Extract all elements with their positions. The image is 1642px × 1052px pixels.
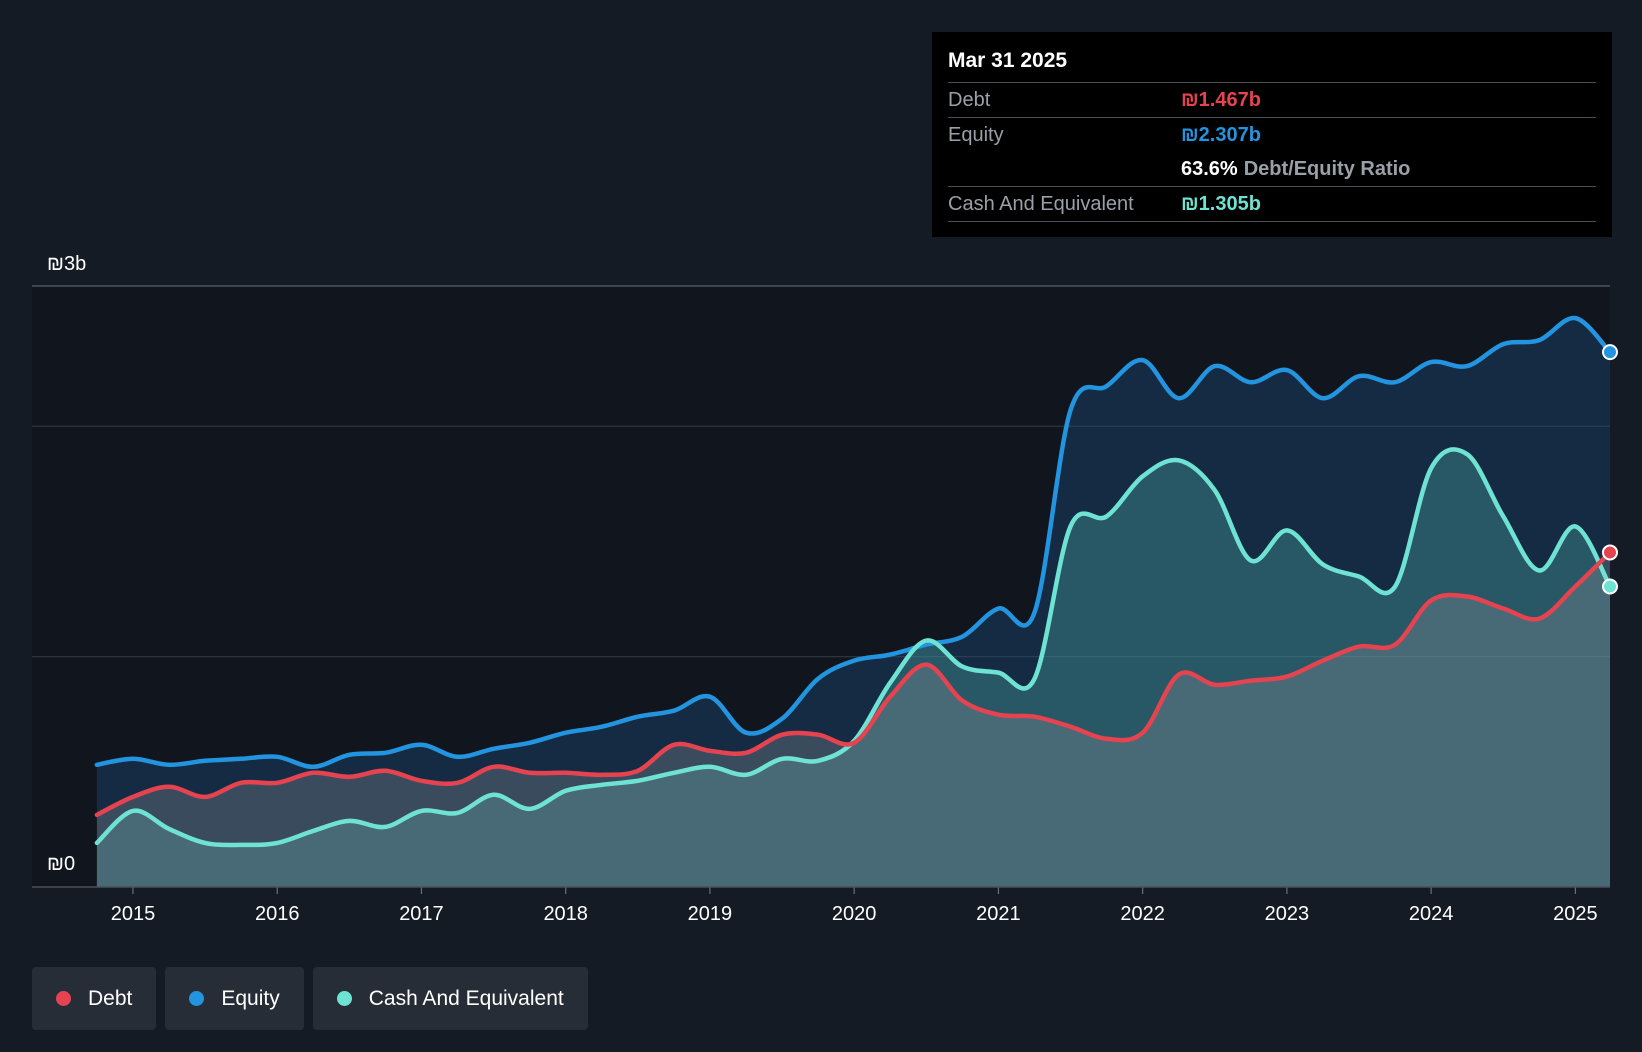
x-tick-label: 2019 xyxy=(688,903,733,925)
legend-item-equity[interactable]: Equity xyxy=(165,967,304,1030)
tooltip-date: Mar 31 2025 xyxy=(948,49,1068,72)
x-tick-label: 2017 xyxy=(399,903,444,925)
tooltip-cash-label: Cash And Equivalent xyxy=(948,192,1134,215)
legend-dot-debt xyxy=(56,991,71,1006)
x-tick-label: 2025 xyxy=(1553,903,1598,925)
equity-area xyxy=(96,317,1610,887)
gridlines xyxy=(32,285,1610,658)
tooltip-debt-label: Debt xyxy=(948,88,991,111)
x-tick-label: 2023 xyxy=(1265,903,1310,925)
x-tick-label: 2020 xyxy=(832,903,877,925)
tooltip-equity-row: Equity ₪2.307b xyxy=(948,117,1596,152)
legend-label-equity: Equity xyxy=(221,986,280,1010)
equity-line xyxy=(94,315,1613,770)
legend-item-cash[interactable]: Cash And Equivalent xyxy=(312,967,588,1030)
equity-endpoint xyxy=(1602,344,1618,361)
series-endpoints xyxy=(1602,344,1618,595)
legend-dot-cash xyxy=(336,991,352,1006)
x-tick-label: 2024 xyxy=(1409,903,1454,925)
cash-and-equivalent-area xyxy=(96,449,1610,887)
legend-label-debt: Debt xyxy=(88,986,133,1010)
tooltip-ratio-row: 63.6% Debt/Equity Ratio xyxy=(948,152,1596,186)
tooltip-equity-value: ₪2.307b xyxy=(1181,123,1261,146)
legend-dot-equity xyxy=(189,991,205,1006)
tooltip-debt-value: ₪1.467b xyxy=(1181,88,1261,111)
series-lines xyxy=(94,315,1613,848)
x-axis-ticks: 2015 2016 2017 2018 2019 2020 2021 2022 2023 2024… xyxy=(111,887,1598,925)
legend-label-cash: Cash And Equivalent xyxy=(368,986,564,1010)
cash-and-equivalent-line xyxy=(94,447,1613,848)
tooltip-ratio-label: Debt/Equity Ratio xyxy=(1243,157,1411,180)
x-tick-label: 2015 xyxy=(111,903,156,925)
tooltip-cash-row: Cash And Equivalent ₪1.305b xyxy=(948,186,1596,222)
tooltip-equity-label: Equity xyxy=(948,123,1004,146)
legend: Debt Equity Cash And Equivalent xyxy=(32,967,588,1030)
y-tick-label-bottom: ₪0 xyxy=(47,853,75,875)
y-tick-label-top: ₪3b xyxy=(47,253,86,275)
x-tick-label: 2022 xyxy=(1120,903,1165,925)
x-tick-label: 2016 xyxy=(255,903,300,925)
tooltip-ratio-value: 63.6% xyxy=(1181,157,1238,180)
debt-endpoint xyxy=(1602,544,1618,561)
tooltip-debt-row: Debt ₪1.467b xyxy=(948,82,1596,117)
tooltip-cash-value: ₪1.305b xyxy=(1181,192,1261,215)
tooltip-panel: Mar 31 2025 Debt ₪1.467b Equity ₪2.307b … xyxy=(932,32,1612,237)
debt-line xyxy=(94,550,1613,818)
x-tick-label: 2018 xyxy=(543,903,588,925)
cash-and-equivalent-endpoint xyxy=(1602,578,1618,595)
legend-item-debt[interactable]: Debt xyxy=(32,967,157,1030)
x-tick-label: 2021 xyxy=(976,903,1021,925)
